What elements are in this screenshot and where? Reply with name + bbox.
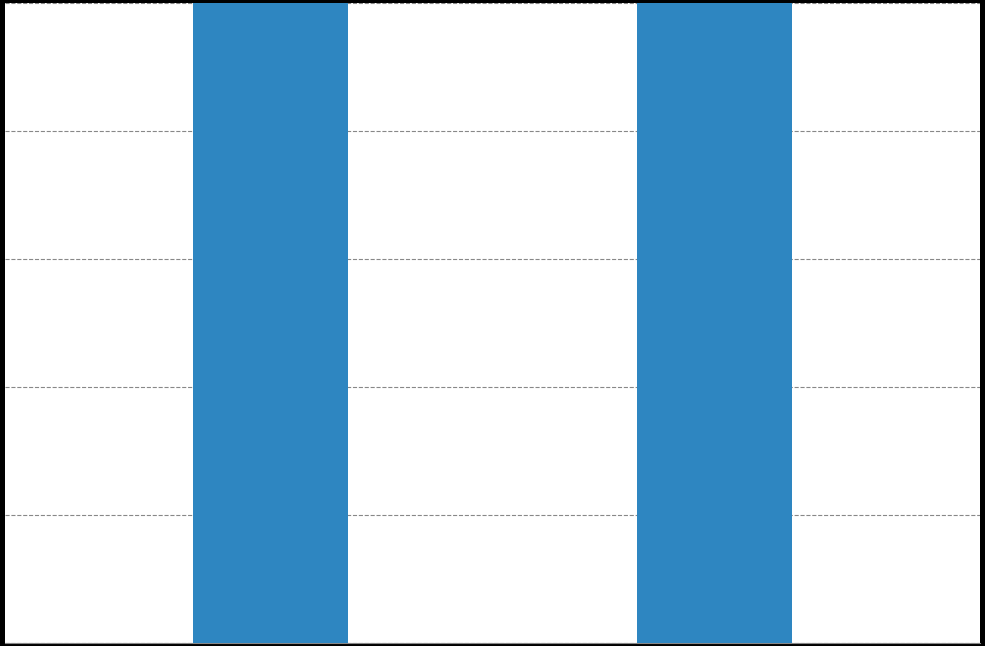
Bar [636,0,792,643]
Bar [193,0,349,643]
